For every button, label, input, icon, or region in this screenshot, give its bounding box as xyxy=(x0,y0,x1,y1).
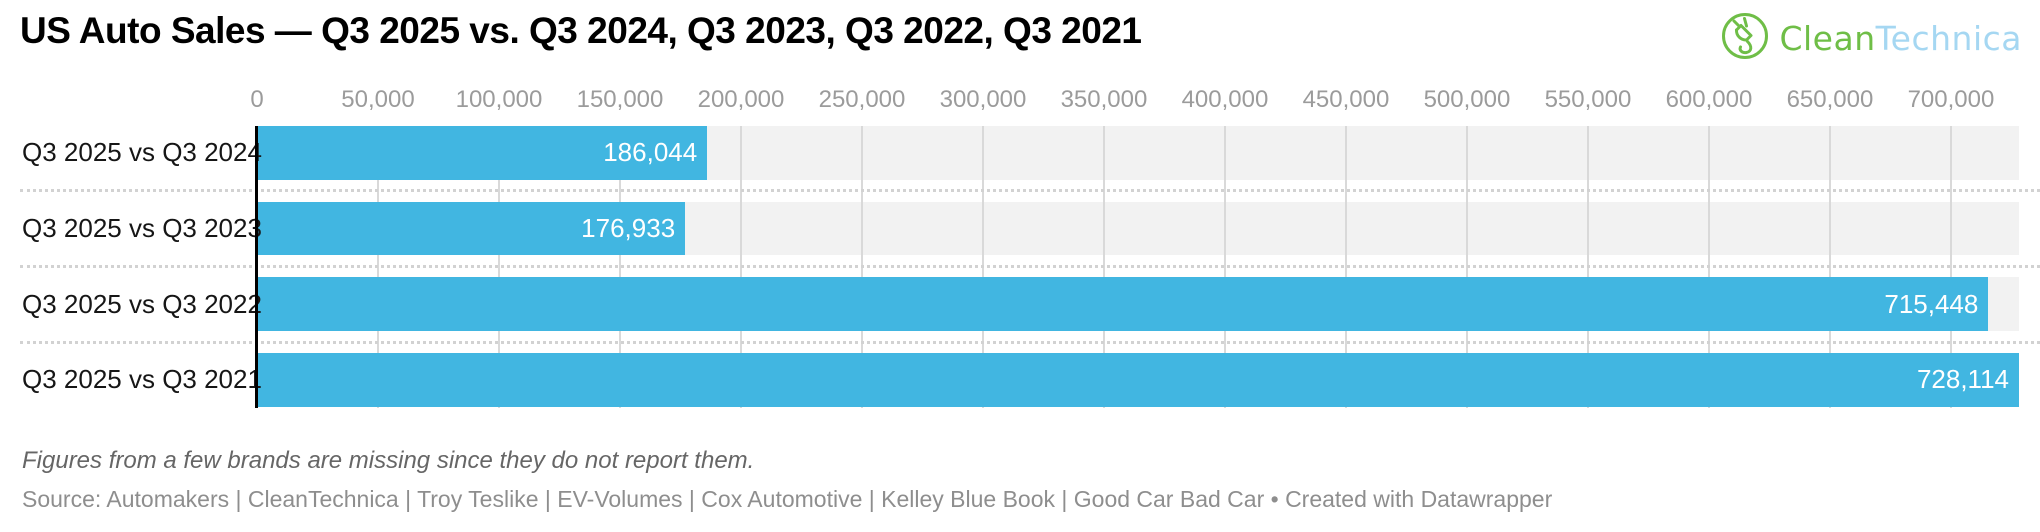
bar-value-label: 728,114 xyxy=(1916,364,2009,395)
cleantechnica-plug-icon xyxy=(1719,10,1771,67)
logo-text-technica: Technica xyxy=(1875,19,2022,58)
axis-tick-label: 400,000 xyxy=(1181,86,1269,113)
bar[interactable]: 715,448 xyxy=(257,277,1989,331)
bar[interactable]: 176,933 xyxy=(257,201,686,256)
axis-tick-label: 500,000 xyxy=(1423,86,1511,113)
axis-tick-label: 200,000 xyxy=(697,86,785,113)
axis-tick-label: 650,000 xyxy=(1786,86,1874,113)
chart-source-line: Source: Automakers | CleanTechnica | Tro… xyxy=(22,486,1553,512)
row-label: Q3 2025 vs Q3 2024 xyxy=(22,137,262,168)
axis-tick-label: 150,000 xyxy=(576,86,664,113)
axis-tick-label: 550,000 xyxy=(1544,86,1632,113)
axis-tick-label: 700,000 xyxy=(1907,86,1995,113)
axis-tick-label: 0 xyxy=(250,86,264,113)
bar[interactable]: 186,044 xyxy=(257,126,708,180)
logo-text-clean: Clean xyxy=(1779,19,1876,58)
axis-tick-label: 600,000 xyxy=(1665,86,1753,113)
axis-tick-label: 100,000 xyxy=(455,86,543,113)
axis-baseline xyxy=(255,126,258,408)
row-label: Q3 2025 vs Q3 2023 xyxy=(22,212,262,243)
axis-tick-label: 250,000 xyxy=(818,86,906,113)
bar[interactable]: 728,114 xyxy=(257,353,2019,407)
chart-note: Figures from a few brands are missing si… xyxy=(22,447,755,474)
axis-tick-label: 300,000 xyxy=(939,86,1027,113)
bar-value-label: 715,448 xyxy=(1884,288,1979,319)
row-separator-line xyxy=(20,189,2040,193)
axis-tick-label: 50,000 xyxy=(341,86,415,113)
row-label: Q3 2025 vs Q3 2021 xyxy=(22,364,262,395)
bar-value-label: 186,044 xyxy=(603,137,698,168)
row-label: Q3 2025 vs Q3 2022 xyxy=(22,288,262,319)
bar-value-label: 176,933 xyxy=(581,212,676,243)
axis-tick-label: 450,000 xyxy=(1302,86,1390,113)
axis-tick-label: 350,000 xyxy=(1060,86,1148,113)
cleantechnica-logo[interactable]: CleanTechnica xyxy=(1719,10,2022,67)
row-separator-line xyxy=(20,340,2040,344)
row-separator-line xyxy=(20,264,2040,268)
logo-wordmark: CleanTechnica xyxy=(1779,19,2022,58)
chart-title: US Auto Sales — Q3 2025 vs. Q3 2024, Q3 … xyxy=(20,10,1142,51)
